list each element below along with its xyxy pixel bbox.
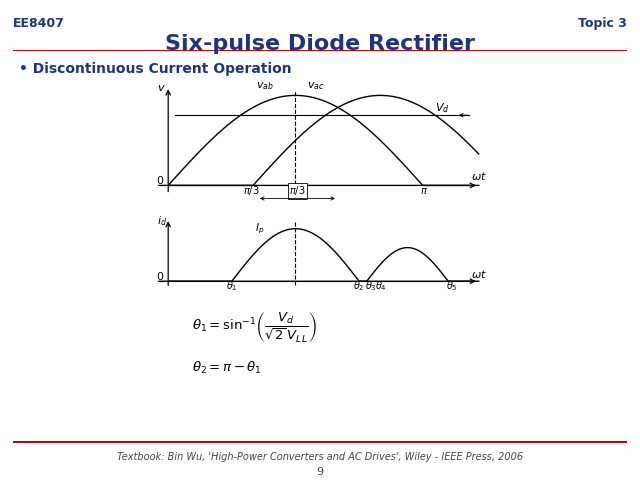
Text: $\theta_3$: $\theta_3$ (365, 279, 377, 293)
Text: $v_{ab}$: $v_{ab}$ (256, 80, 274, 92)
Text: EE8407: EE8407 (13, 17, 65, 30)
Text: $V_d$: $V_d$ (435, 101, 450, 115)
Text: Textbook: Bin Wu, 'High-Power Converters and AC Drives', Wiley - IEEE Press, 200: Textbook: Bin Wu, 'High-Power Converters… (117, 452, 523, 462)
Text: $\theta_5$: $\theta_5$ (445, 279, 458, 293)
Text: $\theta_1$: $\theta_1$ (226, 279, 237, 293)
Text: 0: 0 (157, 272, 164, 282)
Text: $i_d$: $i_d$ (157, 214, 167, 228)
Text: 9: 9 (316, 467, 324, 477)
Text: $\pi$: $\pi$ (420, 186, 428, 196)
Text: $I_p$: $I_p$ (255, 221, 264, 236)
Text: $\theta_4$: $\theta_4$ (374, 279, 387, 293)
Text: $v_{ac}$: $v_{ac}$ (307, 80, 324, 92)
Text: $\pi/3$: $\pi/3$ (289, 184, 305, 197)
Text: $\theta_2$: $\theta_2$ (353, 279, 364, 293)
Text: Six-pulse Diode Rectifier: Six-pulse Diode Rectifier (165, 34, 475, 54)
Text: • Discontinuous Current Operation: • Discontinuous Current Operation (19, 62, 292, 76)
Text: v: v (157, 83, 164, 93)
Text: 0: 0 (157, 176, 164, 186)
Text: $\theta_1 = \sin^{-1}\!\left(\dfrac{V_d}{\sqrt{2}\,V_{LL}}\right)$: $\theta_1 = \sin^{-1}\!\left(\dfrac{V_d}… (192, 310, 317, 344)
Text: $\theta_2 = \pi - \theta_1$: $\theta_2 = \pi - \theta_1$ (192, 360, 262, 376)
Text: Topic 3: Topic 3 (579, 17, 627, 30)
Text: $\pi/3$: $\pi/3$ (243, 184, 260, 197)
Text: $\omega t$: $\omega t$ (471, 170, 487, 182)
Text: $\omega t$: $\omega t$ (471, 268, 487, 280)
